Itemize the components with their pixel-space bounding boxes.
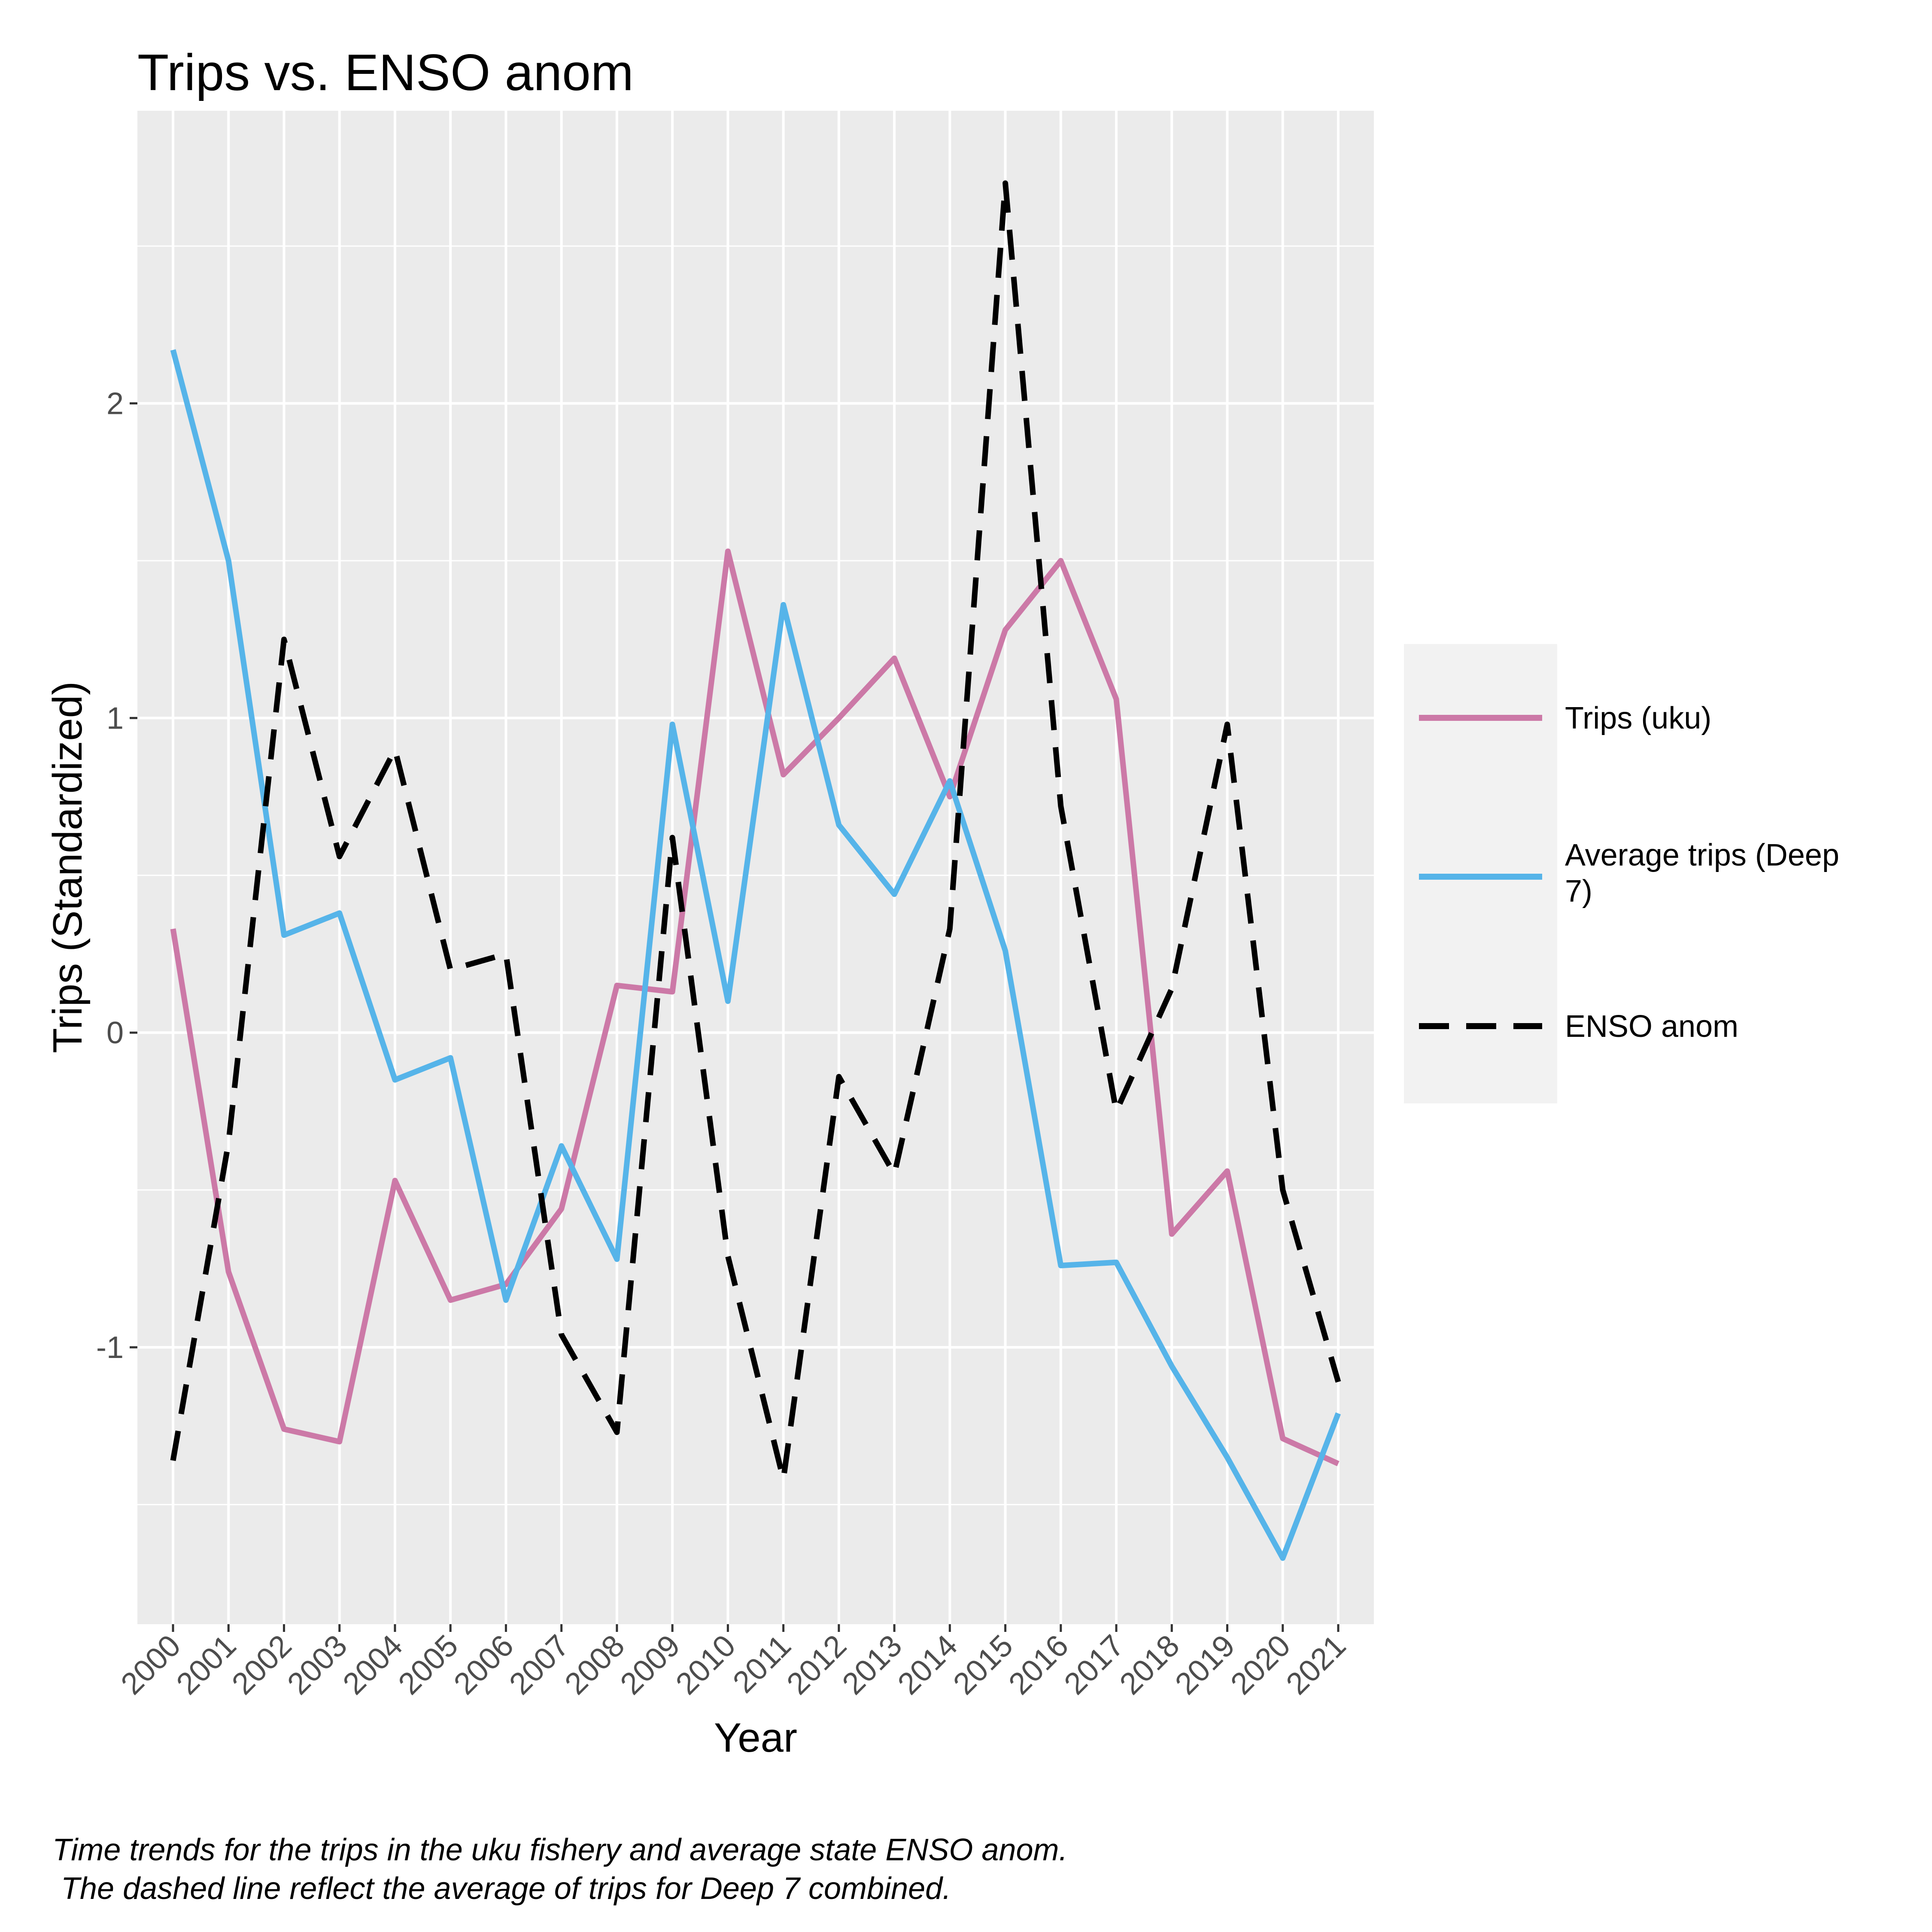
caption-line-2: The dashed line reflect the average of t… — [52, 1871, 951, 1906]
series-line-average-trips-deep-7 — [170, 349, 1341, 1561]
caption-line-1: Time trends for the trips in the uku fis… — [52, 1833, 1068, 1867]
y-axis-title: Trips (Standardized) — [45, 681, 91, 1053]
legend: Trips (uku) Average trips (Deep 7) ENSO ano… — [1404, 644, 1839, 1103]
y-tick-label: -1 — [96, 1331, 124, 1365]
x-tick-label: 2007 — [503, 1628, 576, 1701]
series-line-trips-uku — [170, 548, 1340, 1467]
x-tick-label: 2002 — [225, 1628, 298, 1701]
x-tick-label: 2003 — [281, 1628, 354, 1701]
legend-label-trips-uku: Trips (uku) — [1565, 701, 1711, 735]
x-tick-label: 2000 — [114, 1628, 187, 1701]
x-tick-label: 2011 — [726, 1628, 798, 1700]
series-line-enso-anom — [170, 180, 1341, 1482]
x-tick-label: 2010 — [669, 1628, 742, 1701]
caption: Time trends for the trips in the uku fis… — [52, 1833, 1068, 1906]
x-tick-label: 2017 — [1058, 1628, 1131, 1701]
y-tick-label: 1 — [106, 701, 124, 735]
x-tick-label: 2004 — [336, 1628, 409, 1701]
x-tick-label: 2012 — [780, 1628, 853, 1701]
x-tick-label: 2009 — [614, 1628, 687, 1701]
x-tick-label: 2016 — [1002, 1628, 1075, 1701]
x-tick-label: 2013 — [836, 1628, 909, 1701]
x-tick-label: 2020 — [1224, 1628, 1297, 1701]
y-tick-label: 0 — [106, 1016, 124, 1050]
x-tick-label: 2014 — [891, 1628, 964, 1701]
x-axis-title: Year — [714, 1715, 797, 1761]
x-tick-label: 2015 — [947, 1628, 1020, 1701]
x-tick-label: 2001 — [170, 1628, 243, 1701]
x-tick-label: 2005 — [392, 1628, 465, 1701]
x-tick-label: 2019 — [1169, 1628, 1242, 1701]
x-tick-label: 2008 — [558, 1628, 631, 1701]
legend-label-enso-anom: ENSO anom — [1565, 1009, 1738, 1044]
x-tick-label: 2021 — [1279, 1628, 1352, 1701]
series-lines — [170, 180, 1341, 1561]
x-tick-label: 2018 — [1113, 1628, 1186, 1701]
chart-title: Trips vs. ENSO anom — [137, 44, 634, 101]
y-tick-label: 2 — [106, 387, 124, 421]
x-tick-label: 2006 — [447, 1628, 520, 1701]
legend-label-average-trips-deep-7: Average trips (Deep 7) — [1565, 838, 1839, 908]
grid-lines — [137, 111, 1374, 1624]
